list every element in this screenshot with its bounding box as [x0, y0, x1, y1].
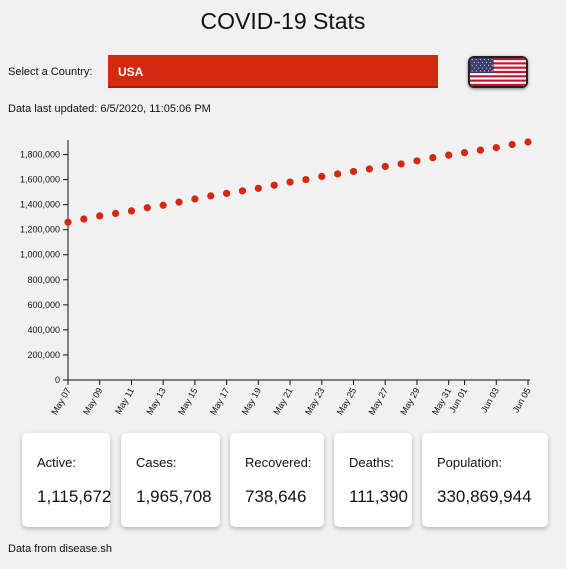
x-tick-label: May 29 [398, 386, 421, 417]
stat-label: Deaths: [349, 455, 394, 470]
data-point [143, 204, 151, 212]
x-tick-label: May 15 [176, 386, 199, 417]
stat-card-population: Population: 330,869,944 [422, 433, 548, 527]
last-updated-text: Data last updated: 6/5/2020, 11:05:06 PM [8, 103, 211, 115]
data-point [365, 165, 373, 173]
country-select-label: Select a Country: [8, 66, 93, 78]
data-point [96, 212, 104, 220]
data-point [223, 189, 231, 197]
stat-label: Population: [437, 455, 503, 470]
data-point [111, 209, 120, 217]
stat-value: 330,869,944 [437, 487, 532, 506]
y-tick-label: 400,000 [27, 325, 60, 335]
data-source-text: Data from disease.sh [8, 543, 112, 555]
stat-value: 738,646 [245, 487, 307, 506]
data-point [286, 178, 294, 186]
y-tick-label: 0 [55, 375, 60, 385]
data-point [127, 207, 136, 215]
x-tick-label: Jun 05 [511, 386, 533, 414]
data-point [476, 146, 485, 154]
x-tick-label: May 17 [208, 386, 231, 417]
data-point [429, 154, 437, 162]
stat-card-active: Active: 1,115,672 [22, 433, 112, 527]
stat-label: Recovered: [245, 455, 312, 470]
x-tick-label: May 11 [113, 386, 136, 416]
data-point [492, 144, 500, 152]
stat-value: 1,115,672 [37, 487, 112, 506]
stat-card-recovered: Recovered: 738,646 [230, 433, 324, 527]
data-point [191, 195, 199, 203]
stat-value: 1,965,708 [136, 487, 212, 506]
flag-graphic [470, 58, 526, 86]
y-tick-label: 600,000 [27, 300, 60, 310]
data-point [207, 192, 215, 200]
data-point [349, 167, 358, 176]
x-tick-label: May 21 [271, 386, 294, 417]
data-point [80, 215, 88, 223]
x-tick-label: May 19 [240, 386, 263, 417]
stat-label: Cases: [136, 455, 177, 470]
x-tick-label: May 27 [367, 386, 390, 417]
us-flag-icon[interactable] [468, 56, 528, 88]
data-point [334, 170, 342, 178]
cases-chart: 0 200,000 400,000 600,000 800,000 1,000,000 1,… [20, 138, 533, 417]
stat-card-cases: Cases: 1,965,708 [121, 433, 220, 527]
data-point [318, 172, 326, 181]
stat-card-deaths: Deaths: 111,390 [334, 433, 412, 527]
y-tick-label: 1,400,000 [20, 200, 60, 210]
x-tick-label: May 25 [335, 386, 358, 417]
x-tick-label: May 07 [49, 386, 72, 417]
y-tick-label: 1,800,000 [20, 150, 60, 160]
x-tick-label: May 09 [81, 386, 104, 417]
y-tick-label: 1,000,000 [20, 250, 60, 260]
data-point [175, 198, 183, 206]
stat-value: 111,390 [349, 487, 408, 506]
data-point [460, 149, 469, 157]
data-point [302, 175, 310, 184]
data-point [270, 181, 278, 189]
data-point [254, 184, 262, 192]
stat-label: Active: [37, 455, 77, 470]
data-point [445, 151, 453, 159]
data-point [238, 187, 247, 195]
data-point [413, 157, 421, 165]
x-tick-label: May 23 [303, 386, 326, 417]
country-select[interactable]: USA [108, 55, 438, 88]
data-point [381, 162, 389, 171]
x-tick-label: May 13 [144, 386, 167, 417]
data-point [159, 201, 167, 209]
data-point [397, 160, 405, 168]
page-title: COVID-19 Stats [200, 8, 366, 34]
data-point [524, 138, 532, 146]
data-point [64, 218, 72, 226]
y-tick-label: 1,200,000 [20, 225, 60, 235]
y-tick-label: 1,600,000 [20, 175, 60, 185]
x-tick-label: Jun 03 [479, 386, 501, 414]
y-tick-label: 800,000 [27, 275, 60, 285]
y-tick-label: 200,000 [27, 350, 60, 360]
data-point [508, 140, 516, 149]
